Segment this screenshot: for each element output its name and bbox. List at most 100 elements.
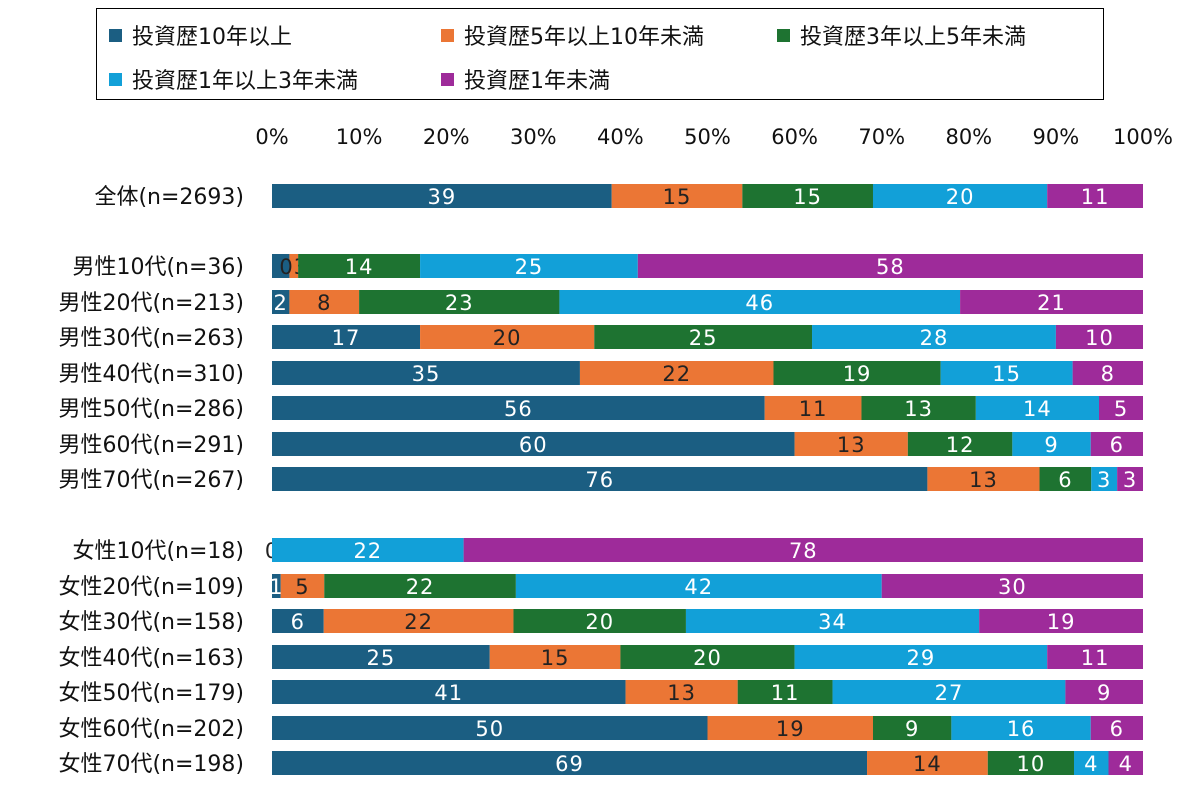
data-label: 56 [504,397,533,421]
category-label: 女性30代(n=158) [58,610,244,635]
data-label: 13 [969,468,998,492]
bar-segment [951,716,1091,740]
data-label: 22 [406,575,435,599]
bar-segment [773,361,941,385]
x-tick-label: 70% [858,125,905,149]
data-label: 50 [475,717,504,741]
data-label: 6 [1110,717,1124,741]
x-tick-label: 90% [1033,125,1080,149]
category-label: 男性10代(n=36) [72,255,244,280]
legend-swatch [109,28,122,42]
bar-segment [515,574,882,598]
data-label: 78 [789,539,818,563]
data-label: 16 [1007,717,1036,741]
data-label: 19 [843,362,872,386]
bar-segment [420,254,638,278]
data-label: 13 [837,433,866,457]
bar-segment [620,645,795,669]
x-tick-label: 50% [684,125,731,149]
bar-segment [940,361,1073,385]
data-label: 60 [519,433,548,457]
bar-segment [272,325,421,349]
category-label: 男性70代(n=267) [58,468,244,493]
bar-segment [272,467,928,491]
data-label: 39 [427,185,456,209]
category-label: 男性20代(n=213) [58,291,244,316]
data-label: 15 [992,362,1021,386]
data-label: 22 [662,362,691,386]
bar-segment [625,680,738,704]
bar-segment [861,396,976,420]
bar-segment [579,361,774,385]
data-label: 10 [1085,326,1114,350]
x-tick-label: 80% [945,125,992,149]
data-label: 6 [1058,468,1072,492]
chart-legend: 投資歴10年以上 投資歴5年以上10年未満 投資歴3年以上5年未満 投資歴1年以… [96,8,1104,100]
bar-segment [1072,361,1143,385]
bar-segment [872,716,952,740]
legend-label: 投資歴3年以上5年未満 [800,25,1026,50]
category-label: 女性20代(n=109) [58,575,244,600]
category-label: 女性60代(n=202) [58,717,244,742]
legend-item-under-1y: 投資歴1年未満 [441,63,610,95]
data-label: 11 [799,397,828,421]
data-label: 9 [905,717,919,741]
category-label: 全体(n=2693) [94,185,244,210]
legend-swatch [777,28,790,42]
data-label: 30 [998,575,1027,599]
bar-segment [272,396,765,420]
bar-segment [594,325,813,349]
data-label: 11 [1081,185,1110,209]
x-tick-label: 100% [1113,125,1173,149]
category-label: 男性30代(n=263) [58,326,244,351]
bar-segment [1012,432,1091,456]
legend-label: 投資歴1年未満 [464,69,610,94]
data-label: 69 [555,752,584,776]
legend-label: 投資歴1年以上3年未満 [132,69,358,94]
data-label: 19 [776,717,805,741]
data-label: 35 [412,362,441,386]
data-label: 25 [367,646,396,670]
bar-segment [323,609,514,633]
data-label: 9 [1097,681,1111,705]
legend-item-10y-plus: 投資歴10年以上 [109,19,292,51]
bar-segment [272,716,708,740]
category-label: 男性40代(n=310) [58,362,244,387]
bar-segment [637,254,1143,278]
data-label: 6 [291,610,305,634]
bar-segment [272,751,868,775]
bar-segment [298,254,421,278]
x-tick-label: 60% [771,125,818,149]
data-label: 29 [907,646,936,670]
bar-segment [272,574,281,598]
data-label: 34 [818,610,847,634]
data-label: 46 [745,291,774,315]
data-label: 2 [274,291,288,315]
legend-item-1-3y: 投資歴1年以上3年未満 [109,63,358,95]
data-label: 22 [404,610,433,634]
bar-segment [289,254,299,278]
x-tick-label: 40% [597,125,644,149]
data-label: 13 [667,681,696,705]
bar-segment [1108,751,1143,775]
legend-item-5-10y: 投資歴5年以上10年未満 [441,19,704,51]
category-label: 女性70代(n=198) [58,752,244,777]
bar-segment [463,538,1143,562]
x-tick-label: 10% [336,125,383,149]
data-label: 3 [1123,468,1137,492]
data-label: 3 [1097,468,1111,492]
category-label: 女性40代(n=163) [58,646,244,671]
category-label: 女性10代(n=18) [72,539,244,564]
legend-item-3-5y: 投資歴3年以上5年未満 [777,19,1026,51]
bar-segment [611,184,743,208]
data-label: 9 [1044,433,1058,457]
bar-segment [324,574,516,598]
data-label: 28 [920,326,949,350]
legend-swatch [441,72,454,86]
bar-segment [812,325,1056,349]
x-tick-label: 20% [423,125,470,149]
bar-segment [764,396,862,420]
x-tick-label: 30% [510,125,557,149]
bar-segment [1047,184,1143,208]
